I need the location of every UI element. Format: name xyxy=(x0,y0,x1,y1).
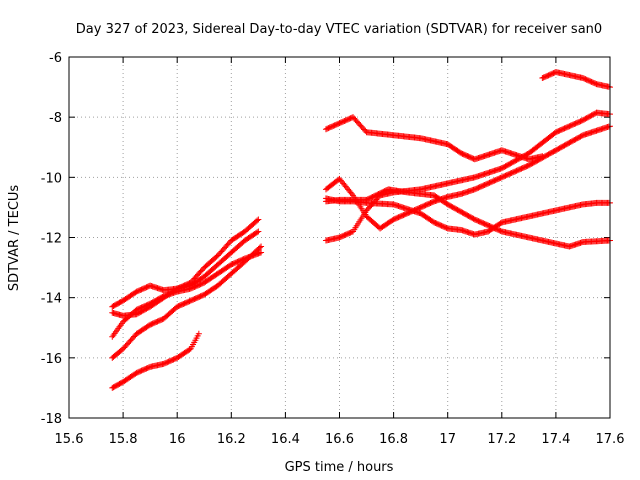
x-tick-label: 16.2 xyxy=(217,432,246,447)
data-point xyxy=(256,244,263,251)
y-tick-label: -16 xyxy=(41,352,62,367)
x-tick-label: 17.2 xyxy=(487,432,516,447)
grid xyxy=(69,57,610,418)
data-point xyxy=(255,228,262,235)
data-series xyxy=(109,69,613,391)
data-point xyxy=(258,249,265,256)
y-tick-label: -18 xyxy=(41,412,62,427)
y-tick-label: -12 xyxy=(41,232,62,247)
x-tick-label: 15.8 xyxy=(109,432,138,447)
data-point xyxy=(255,216,262,223)
chart-title: Day 327 of 2023, Sidereal Day-to-day VTE… xyxy=(76,22,602,37)
x-tick-label: 16.8 xyxy=(379,432,408,447)
data-point xyxy=(195,330,202,337)
series-track-11 xyxy=(322,195,613,238)
y-tick-label: -8 xyxy=(49,111,62,126)
x-tick-label: 17 xyxy=(439,432,456,447)
data-point xyxy=(254,217,261,224)
series-track-8 xyxy=(322,123,613,232)
series-track-6 xyxy=(322,114,546,163)
series-track-7 xyxy=(539,69,613,91)
y-tick-label: -6 xyxy=(49,51,62,66)
x-axis-label: GPS time / hours xyxy=(285,460,394,475)
series-track-3 xyxy=(109,249,265,340)
x-tick-label: 15.6 xyxy=(55,432,84,447)
x-tick-label: 16.6 xyxy=(325,432,354,447)
x-tick-label: 16.4 xyxy=(271,432,300,447)
y-axis-label: SDTVAR / TECUs xyxy=(7,185,22,292)
data-point xyxy=(258,243,265,250)
data-point xyxy=(254,229,261,236)
plot-border xyxy=(68,56,611,419)
y-tick-label: -14 xyxy=(41,292,62,307)
x-tick-label: 16 xyxy=(169,432,186,447)
y-tick-label: -10 xyxy=(41,171,62,186)
x-tick-label: 17.6 xyxy=(596,432,625,447)
x-tick-label: 17.4 xyxy=(541,432,570,447)
series-track-5 xyxy=(109,330,202,391)
series-track-4 xyxy=(109,243,265,361)
